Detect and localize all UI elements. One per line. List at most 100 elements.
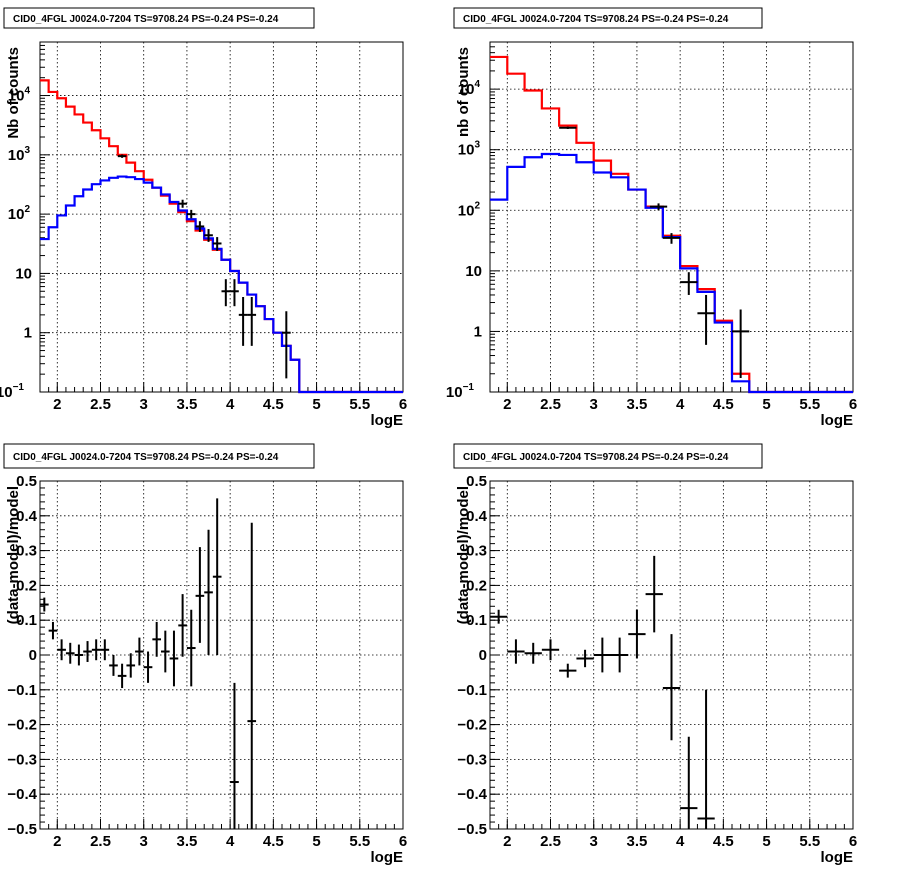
- x-tick-label: 3.5: [176, 833, 197, 850]
- plot-frame: [39, 41, 404, 393]
- data-point: [169, 630, 179, 687]
- data-point: [65, 642, 75, 664]
- x-axis-label: logE: [821, 849, 854, 866]
- y-tick-label: 102: [458, 200, 481, 219]
- x-tick-label: 4: [226, 833, 235, 850]
- x-tick-label: 5.5: [349, 396, 370, 413]
- y-tick-label: −0.2: [7, 717, 37, 734]
- x-tick-label: 5.5: [349, 833, 370, 850]
- data-point: [230, 279, 239, 307]
- y-tick-label: 10: [15, 265, 32, 282]
- chart-title: CID0_4FGL J0024.0-7204 TS=9708.24 PS=-0.…: [463, 14, 729, 25]
- y-tick-label: 0.2: [16, 577, 37, 594]
- data-point: [195, 221, 205, 232]
- chart-panel-2: CID0_4FGL J0024.0-7204 TS=9708.24 PS=-0.…: [446, 7, 857, 429]
- x-tick-label: 5: [762, 833, 770, 850]
- chart-title-box: [453, 7, 763, 29]
- data-point: [559, 663, 577, 678]
- y-tick-label: 0.5: [16, 473, 37, 490]
- x-tick-label: 4: [676, 833, 685, 850]
- x-tick-label: 2.5: [90, 833, 111, 850]
- y-tick-label: −0.2: [457, 717, 487, 734]
- data-point: [117, 663, 127, 689]
- plot-frame: [489, 480, 854, 830]
- x-tick-label: 3.5: [626, 833, 647, 850]
- x-tick-label: 3.5: [176, 396, 197, 413]
- x-axis-label: logE: [371, 849, 404, 866]
- data-point: [161, 630, 170, 673]
- x-tick-label: 2: [53, 396, 61, 413]
- x-tick-label: 3: [140, 833, 148, 850]
- x-tick-label: 5.5: [799, 833, 820, 850]
- data-point: [490, 609, 508, 624]
- data-point: [662, 233, 681, 244]
- data-point: [732, 309, 750, 379]
- plot-frame: [489, 41, 854, 393]
- x-tick-label: 6: [849, 833, 857, 850]
- x-tick-label: 2.5: [540, 833, 561, 850]
- data-point: [48, 621, 58, 640]
- y-tick-label: 0.3: [16, 543, 37, 560]
- data-point: [662, 634, 681, 741]
- y-tick-label: 1: [24, 325, 32, 342]
- data-point: [649, 203, 668, 211]
- data-point: [247, 297, 257, 346]
- x-tick-label: 2: [503, 396, 511, 413]
- data-point: [611, 637, 629, 673]
- data-point: [178, 594, 187, 657]
- data-point: [186, 609, 196, 687]
- x-tick-label: 4: [226, 396, 235, 413]
- y-tick-label: −0.3: [457, 751, 487, 768]
- chart-title-box: [453, 443, 763, 469]
- x-tick-label: 6: [399, 833, 407, 850]
- data-point: [282, 311, 291, 379]
- y-tick-label: 104: [458, 79, 481, 98]
- data-point: [247, 522, 257, 829]
- series-2-line: [490, 152, 853, 394]
- data-point: [117, 154, 127, 158]
- data-point: [628, 609, 646, 659]
- x-tick-label: 5: [312, 833, 320, 850]
- series-2-line: [40, 175, 403, 394]
- chart-title: CID0_4FGL J0024.0-7204 TS=9708.24 PS=-0.…: [13, 452, 279, 463]
- y-tick-label: 1: [474, 323, 482, 340]
- x-tick-label: 5.5: [799, 396, 820, 413]
- y-axis-label: Nb of counts: [5, 47, 22, 139]
- data-point: [74, 644, 84, 666]
- y-axis-label: (data-model)/model: [5, 486, 22, 624]
- data-point: [178, 199, 187, 208]
- y-tick-label: −0.4: [457, 786, 487, 803]
- chart-title: CID0_4FGL J0024.0-7204 TS=9708.24 PS=-0.…: [463, 452, 729, 463]
- x-tick-label: 5: [762, 396, 770, 413]
- data-point: [576, 649, 594, 668]
- data-point: [195, 547, 205, 643]
- data-point: [143, 651, 153, 683]
- data-point: [524, 642, 542, 664]
- x-tick-label: 2: [503, 833, 511, 850]
- plot-frame: [39, 480, 404, 830]
- y-tick-label: 10−1: [0, 382, 24, 401]
- data-point: [83, 641, 92, 662]
- x-tick-label: 4.5: [263, 833, 284, 850]
- data-point: [204, 529, 213, 655]
- y-tick-label: 0.4: [466, 508, 488, 525]
- y-tick-label: 103: [458, 140, 481, 159]
- data-point: [680, 272, 698, 295]
- y-tick-label: 104: [8, 86, 31, 105]
- x-axis-label: logE: [371, 412, 404, 429]
- y-tick-label: −0.1: [457, 682, 487, 699]
- y-tick-label: 102: [8, 204, 31, 223]
- data-point: [645, 555, 663, 633]
- data-point: [593, 637, 611, 673]
- x-tick-label: 3: [590, 833, 598, 850]
- y-tick-label: 0.4: [16, 508, 38, 525]
- x-tick-label: 6: [849, 396, 857, 413]
- data-point: [541, 639, 560, 661]
- y-axis-label: (data-model)/model: [455, 486, 472, 624]
- chart-title-box: [3, 443, 315, 469]
- series-1-line: [40, 79, 403, 394]
- y-tick-label: 0.5: [466, 473, 487, 490]
- x-tick-label: 3: [590, 396, 598, 413]
- data-point: [212, 498, 222, 655]
- x-tick-label: 4.5: [713, 396, 734, 413]
